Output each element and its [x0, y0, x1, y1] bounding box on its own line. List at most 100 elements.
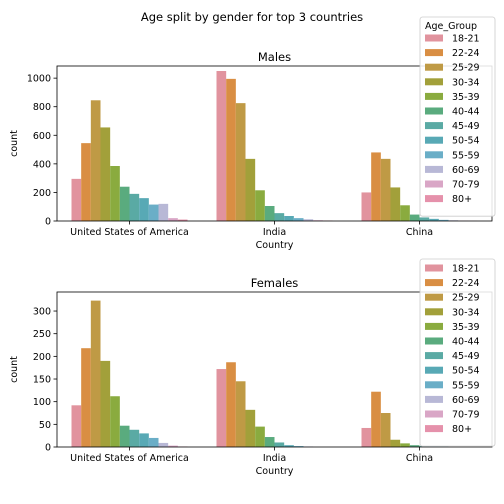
- bar-55-59-china: [438, 219, 449, 221]
- y-tick-label: 400: [33, 159, 51, 170]
- bar-40-44-india: [264, 437, 275, 447]
- bar-45-49-united-states-of-america: [129, 429, 140, 447]
- legend-label-30-34: 30-34: [452, 307, 480, 318]
- legend-swatch-35-39: [425, 92, 443, 100]
- legend-swatch-35-39: [425, 322, 443, 330]
- legend-label-55-59: 55-59: [452, 150, 480, 161]
- bar-60-69-united-states-of-america: [158, 442, 169, 447]
- legend-swatch-50-54: [425, 136, 443, 144]
- bar-18-21-india: [216, 369, 227, 447]
- bar-22-24-india: [226, 78, 236, 221]
- bar-45-49-china: [419, 217, 430, 221]
- legend-label-30-34: 30-34: [452, 77, 480, 88]
- y-tick-label: 100: [33, 397, 51, 408]
- bar-18-21-united-states-of-america: [71, 405, 82, 447]
- bar-80+-united-states-of-america: [177, 219, 188, 221]
- bar-18-21-united-states-of-america: [71, 178, 82, 221]
- legend-swatch-25-29: [425, 293, 443, 301]
- bar-30-34-india: [245, 409, 256, 447]
- bar-22-24-china: [371, 391, 381, 447]
- figure-title: Age split by gender for top 3 countries: [141, 10, 363, 24]
- bar-45-49-india: [274, 213, 285, 221]
- x-tick-label: China: [406, 453, 433, 464]
- legend-swatch-55-59: [425, 381, 443, 389]
- legend-label-35-39: 35-39: [452, 92, 480, 103]
- legend-swatch-40-44: [425, 107, 443, 115]
- y-tick-label: 1000: [27, 74, 51, 85]
- bar-50-54-united-states-of-america: [139, 433, 149, 447]
- legend-label-22-24: 22-24: [452, 278, 480, 289]
- y-tick-label: 200: [33, 352, 51, 363]
- y-tick-label: 300: [33, 307, 51, 318]
- x-tick-label: India: [263, 227, 286, 238]
- x-axis-label: Country: [256, 466, 294, 477]
- females-chart: Females 0 50 100 150 200 250 300 United States o…: [9, 258, 496, 477]
- bar-35-39-india: [255, 426, 265, 447]
- legend-label-40-44: 40-44: [452, 107, 480, 118]
- bar-50-54-china: [429, 218, 439, 221]
- bar-30-34-united-states-of-america: [100, 360, 111, 447]
- legend-swatch-55-59: [425, 151, 443, 159]
- bar-18-21-india: [216, 71, 227, 221]
- bar-25-29-china: [380, 158, 391, 221]
- legend-label-80+: 80+: [452, 194, 472, 205]
- legend-swatch-45-49: [425, 122, 443, 130]
- bar-35-39-india: [255, 190, 265, 221]
- legend-label-35-39: 35-39: [452, 322, 480, 333]
- x-tick-label: United States of America: [70, 227, 189, 238]
- legend-label-60-69: 60-69: [452, 395, 480, 406]
- bar-22-24-united-states-of-america: [81, 348, 91, 447]
- bar-45-49-united-states-of-america: [129, 193, 140, 221]
- legend-swatch-70-79: [425, 410, 443, 418]
- bar-70-79-united-states-of-america: [168, 218, 178, 221]
- y-tick-label: 50: [39, 420, 51, 431]
- bar-60-69-united-states-of-america: [158, 203, 169, 221]
- legend-label-80+: 80+: [452, 424, 472, 435]
- legend-swatch-40-44: [425, 337, 443, 345]
- y-tick-label: 200: [33, 188, 51, 199]
- bar-25-29-india: [235, 381, 246, 447]
- bar-40-44-united-states-of-america: [119, 425, 130, 447]
- legend-swatch-22-24: [425, 49, 443, 57]
- legend-swatch-30-34: [425, 78, 443, 86]
- bar-40-44-united-states-of-america: [119, 186, 130, 221]
- legend-label-50-54: 50-54: [452, 136, 480, 147]
- y-tick-label: 800: [33, 102, 51, 113]
- bar-40-44-india: [264, 206, 275, 221]
- legend-label-18-21: 18-21: [452, 34, 480, 45]
- males-chart: Males 0 200 400 600 800 1000 United States of A…: [9, 16, 496, 251]
- legend-swatch-18-21: [425, 264, 443, 272]
- bar-70-79-united-states-of-america: [168, 445, 178, 447]
- chart-title: Males: [258, 50, 291, 64]
- bar-30-34-china: [390, 439, 401, 447]
- bar-25-29-united-states-of-america: [90, 300, 101, 447]
- legend-swatch-70-79: [425, 180, 443, 188]
- legend-swatch-80+: [425, 195, 443, 203]
- legend-label-18-21: 18-21: [452, 264, 480, 275]
- legend-label-55-59: 55-59: [452, 380, 480, 391]
- bar-30-34-united-states-of-america: [100, 127, 111, 221]
- legend-swatch-25-29: [425, 63, 443, 71]
- bar-55-59-india: [293, 446, 304, 447]
- bar-35-39-united-states-of-america: [110, 166, 120, 221]
- bar-18-21-china: [361, 192, 372, 221]
- legend-swatch-60-69: [425, 395, 443, 403]
- bar-22-24-china: [371, 152, 381, 221]
- legend-title: Age_Group: [425, 21, 477, 32]
- legend-label-25-29: 25-29: [452, 63, 480, 74]
- bar-35-39-china: [400, 443, 410, 447]
- legend-label-60-69: 60-69: [452, 165, 480, 176]
- legend-swatch-60-69: [425, 165, 443, 173]
- bar-35-39-china: [400, 205, 410, 221]
- bar-55-59-united-states-of-america: [148, 437, 159, 447]
- y-tick-label: 0: [45, 443, 51, 454]
- legend-label-70-79: 70-79: [452, 410, 480, 421]
- bar-18-21-china: [361, 427, 372, 447]
- legend-swatch-80+: [425, 425, 443, 433]
- x-axis-label: Country: [256, 240, 294, 251]
- y-tick-label: 600: [33, 131, 51, 142]
- legend-swatch-30-34: [425, 308, 443, 316]
- legend-label-70-79: 70-79: [452, 180, 480, 191]
- bar-50-54-united-states-of-america: [139, 198, 149, 221]
